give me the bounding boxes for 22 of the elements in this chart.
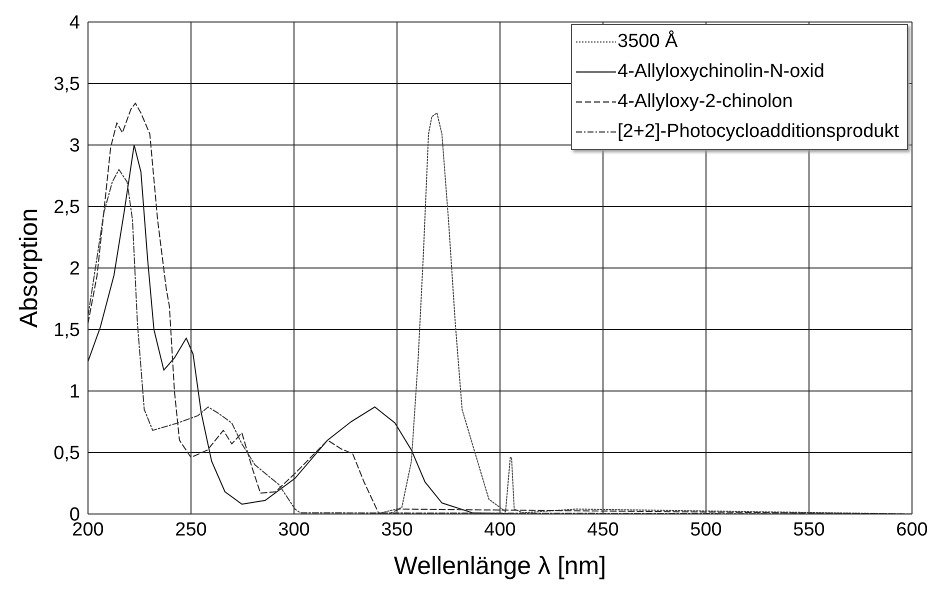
- y-tick-label: 2: [69, 258, 80, 280]
- x-tick-label: 400: [484, 519, 516, 540]
- y-tick-label: 3,5: [54, 74, 80, 96]
- legend-label: [2+2]-Photocycloadditionsprodukt: [618, 120, 899, 144]
- y-tick-label: 3: [69, 136, 80, 157]
- legend-label: 3500 Å: [618, 29, 678, 54]
- y-tick-label: 1,5: [54, 320, 80, 342]
- y-tick-label: 2,5: [54, 197, 80, 218]
- x-axis-title: Wellenlänge λ [nm]: [394, 552, 606, 580]
- x-tick-label: 500: [690, 519, 722, 540]
- legend-label: 4-Allyloxychinolin-N-oxid: [618, 60, 824, 84]
- x-tick-label: 250: [175, 519, 207, 540]
- x-tick-label: 600: [896, 519, 928, 540]
- x-tick-label: 550: [793, 519, 825, 540]
- y-tick-label: 0,5: [54, 443, 80, 464]
- y-tick-label: 4: [69, 12, 80, 34]
- x-tick-label: 300: [278, 519, 310, 540]
- legend-label: 4-Allyloxy-2-chinolon: [618, 90, 793, 114]
- y-tick-label: 1: [69, 382, 80, 403]
- x-tick-label: 350: [381, 519, 413, 540]
- x-tick-label: 450: [587, 519, 619, 540]
- y-axis-title: Absorption: [14, 208, 43, 328]
